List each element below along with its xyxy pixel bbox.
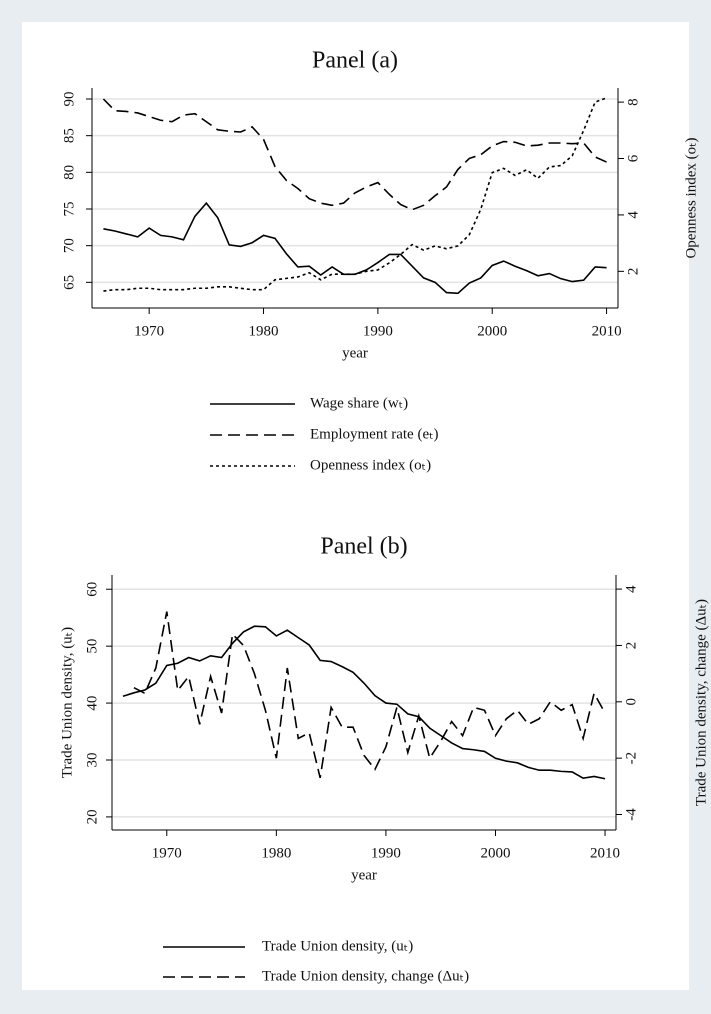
legend-label: Openness index (oₜ) — [310, 457, 431, 473]
y-tick-label: 20 — [84, 809, 100, 824]
y-tick-label: 80 — [61, 165, 77, 180]
y2-axis-title: Trade Union density, change (Δuₜ) — [693, 599, 709, 806]
x-tick-label: 1980 — [261, 845, 291, 861]
y2-axis-title: Openness index (oₜ) — [683, 137, 699, 258]
chart-title: Panel (b) — [320, 534, 407, 560]
series-line — [103, 97, 607, 292]
legend-label: Trade Union density, (uₜ) — [262, 938, 413, 954]
series-line — [102, 98, 607, 211]
y-tick-label: 85 — [61, 128, 77, 143]
x-tick-label: 2010 — [592, 323, 622, 339]
x-tick-label: 1990 — [363, 323, 393, 339]
x-axis-title: year — [351, 867, 377, 883]
y-tick-label: 40 — [84, 696, 100, 711]
y2-tick-label: 6 — [625, 154, 641, 162]
y-tick-label: 90 — [61, 92, 77, 107]
x-tick-label: 1990 — [371, 845, 401, 861]
y-tick-label: 65 — [61, 275, 77, 290]
y-tick-label: 75 — [61, 202, 77, 217]
legend-label: Trade Union density, change (Δuₜ) — [262, 968, 469, 984]
y-tick-label: 50 — [84, 639, 100, 654]
y2-tick-label: 4 — [623, 585, 639, 593]
plot-region — [22, 22, 689, 990]
x-axis-title: year — [342, 345, 368, 361]
x-tick-label: 1980 — [249, 323, 279, 339]
x-tick-label: 2010 — [590, 845, 620, 861]
y2-tick-label: 4 — [625, 211, 641, 219]
x-tick-label: 2000 — [480, 845, 510, 861]
chart-title: Panel (a) — [312, 48, 398, 74]
y-tick-label: 30 — [84, 752, 100, 767]
legend-label: Employment rate (eₜ) — [310, 426, 439, 442]
x-tick-label: 2000 — [477, 323, 507, 339]
y-axis-title: Trade Union density, (uₜ) — [59, 627, 75, 778]
x-tick-label: 1970 — [134, 323, 164, 339]
series-line — [122, 625, 606, 780]
legend-label: Wage share (wₜ) — [310, 395, 408, 411]
series-line — [133, 611, 606, 779]
y2-tick-label: -4 — [623, 808, 639, 821]
y2-tick-label: 2 — [623, 642, 639, 650]
y2-tick-label: 0 — [623, 698, 639, 706]
x-tick-label: 1970 — [152, 845, 182, 861]
y-tick-label: 70 — [61, 238, 77, 253]
y2-tick-label: 8 — [625, 98, 641, 106]
y2-tick-label: -2 — [623, 752, 639, 765]
y-tick-label: 60 — [84, 582, 100, 597]
y2-tick-label: 2 — [625, 268, 641, 276]
